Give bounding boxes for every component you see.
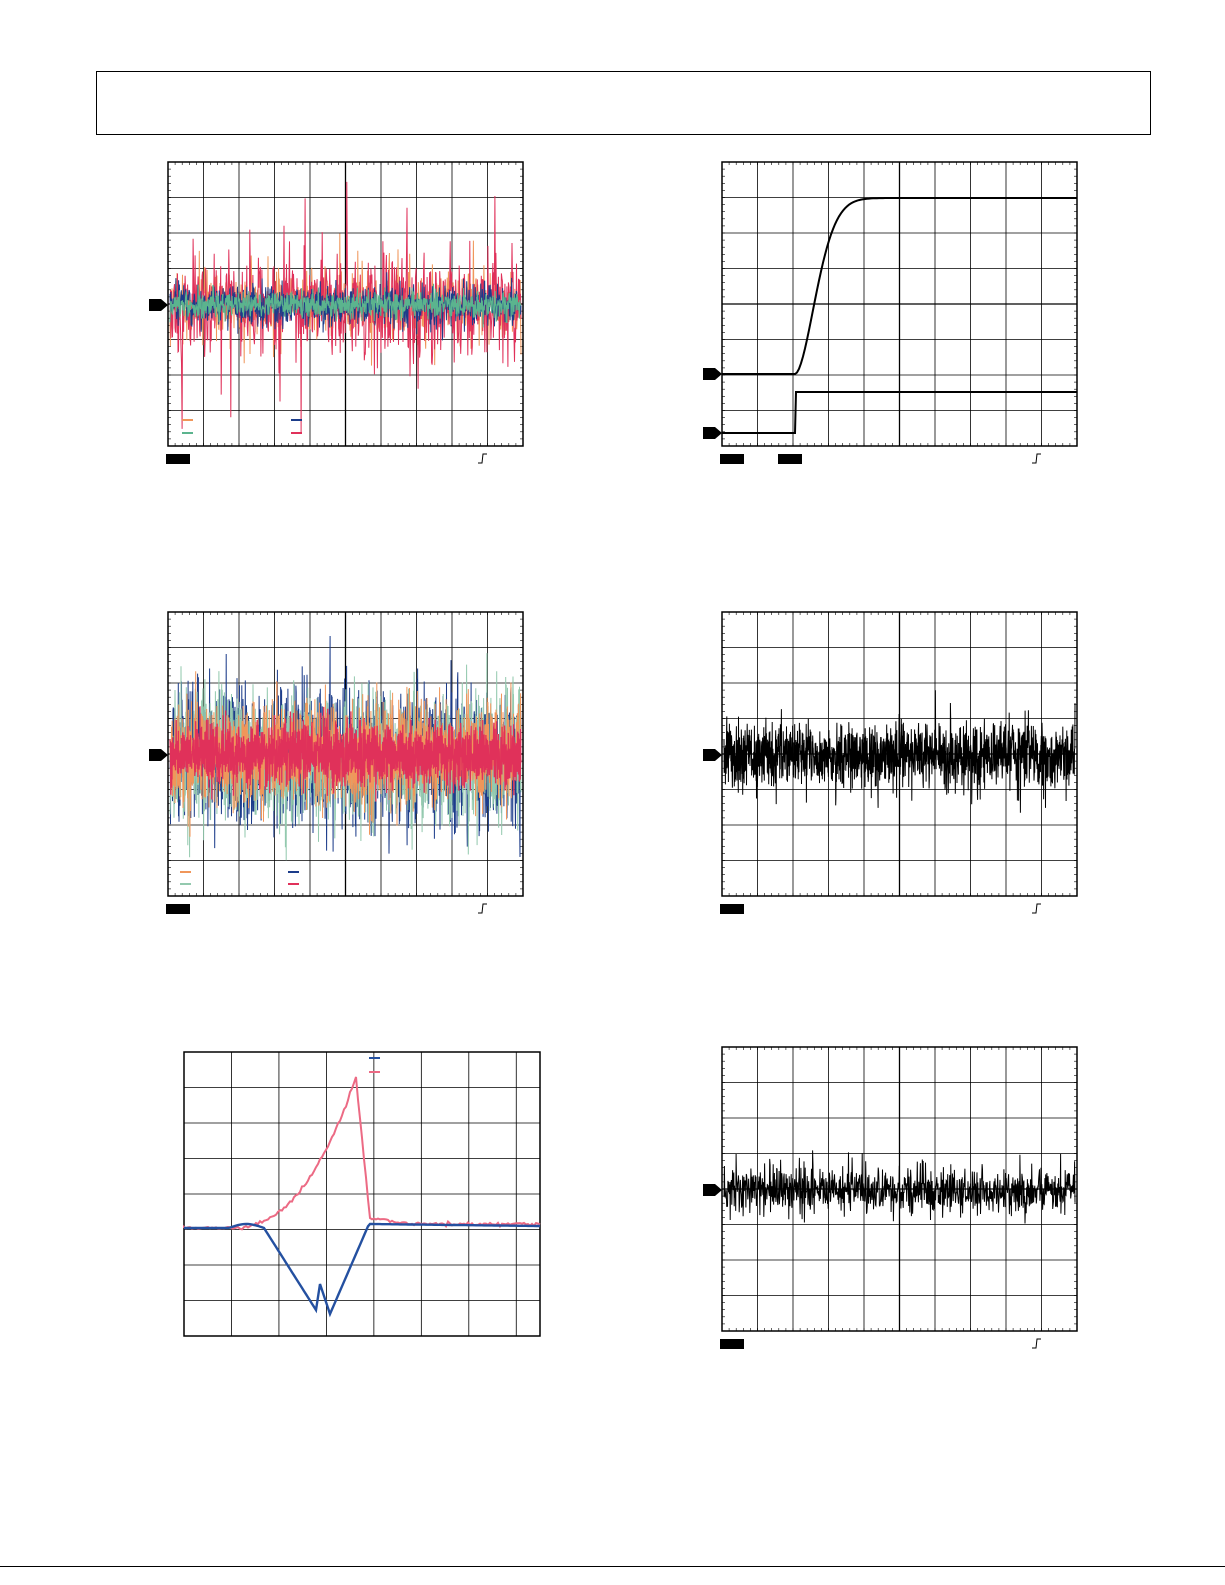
scope-plot-transient xyxy=(160,1040,550,1345)
trace-green xyxy=(169,283,522,328)
trace-output-step xyxy=(722,197,1077,375)
scope-plot-step-response xyxy=(698,160,1088,470)
scope-plot-noise-black xyxy=(698,610,1088,920)
rising-edge-trigger-icon xyxy=(478,453,487,464)
trace-pink xyxy=(183,1076,541,1231)
rising-edge-trigger-icon xyxy=(1032,903,1041,914)
ground-reference-arrow-icon xyxy=(703,427,722,439)
trace-red xyxy=(169,706,522,802)
channel-badge-icon xyxy=(720,1339,744,1349)
scope-plot-noise-dense xyxy=(148,610,538,920)
channel-badge-icon xyxy=(778,454,802,464)
ground-reference-arrow-icon xyxy=(149,749,168,761)
page-header-box xyxy=(96,71,1151,135)
channel-badge-icon xyxy=(166,904,190,914)
scope-plot-noise-black-lower xyxy=(698,1045,1088,1355)
ground-reference-arrow-icon xyxy=(149,299,168,311)
rising-edge-trigger-icon xyxy=(478,903,487,914)
graticule xyxy=(183,1051,541,1337)
trace-input-step xyxy=(722,391,1077,434)
trace-navy xyxy=(169,272,522,341)
graticule xyxy=(721,161,1078,447)
ground-reference-arrow-icon xyxy=(703,1184,722,1196)
page-footer-rule xyxy=(0,1566,1225,1567)
trace-blue xyxy=(184,1222,540,1318)
trace-black xyxy=(723,1150,1076,1224)
scope-plot-noise-four-channels xyxy=(148,160,538,470)
channel-badge-icon xyxy=(720,454,744,464)
trace-black xyxy=(723,690,1076,813)
channel-badge-icon xyxy=(720,904,744,914)
ground-reference-arrow-icon xyxy=(703,749,722,761)
rising-edge-trigger-icon xyxy=(1032,1338,1041,1349)
channel-badge-icon xyxy=(166,454,190,464)
rising-edge-trigger-icon xyxy=(1032,453,1041,464)
ground-reference-arrow-icon xyxy=(703,368,722,380)
